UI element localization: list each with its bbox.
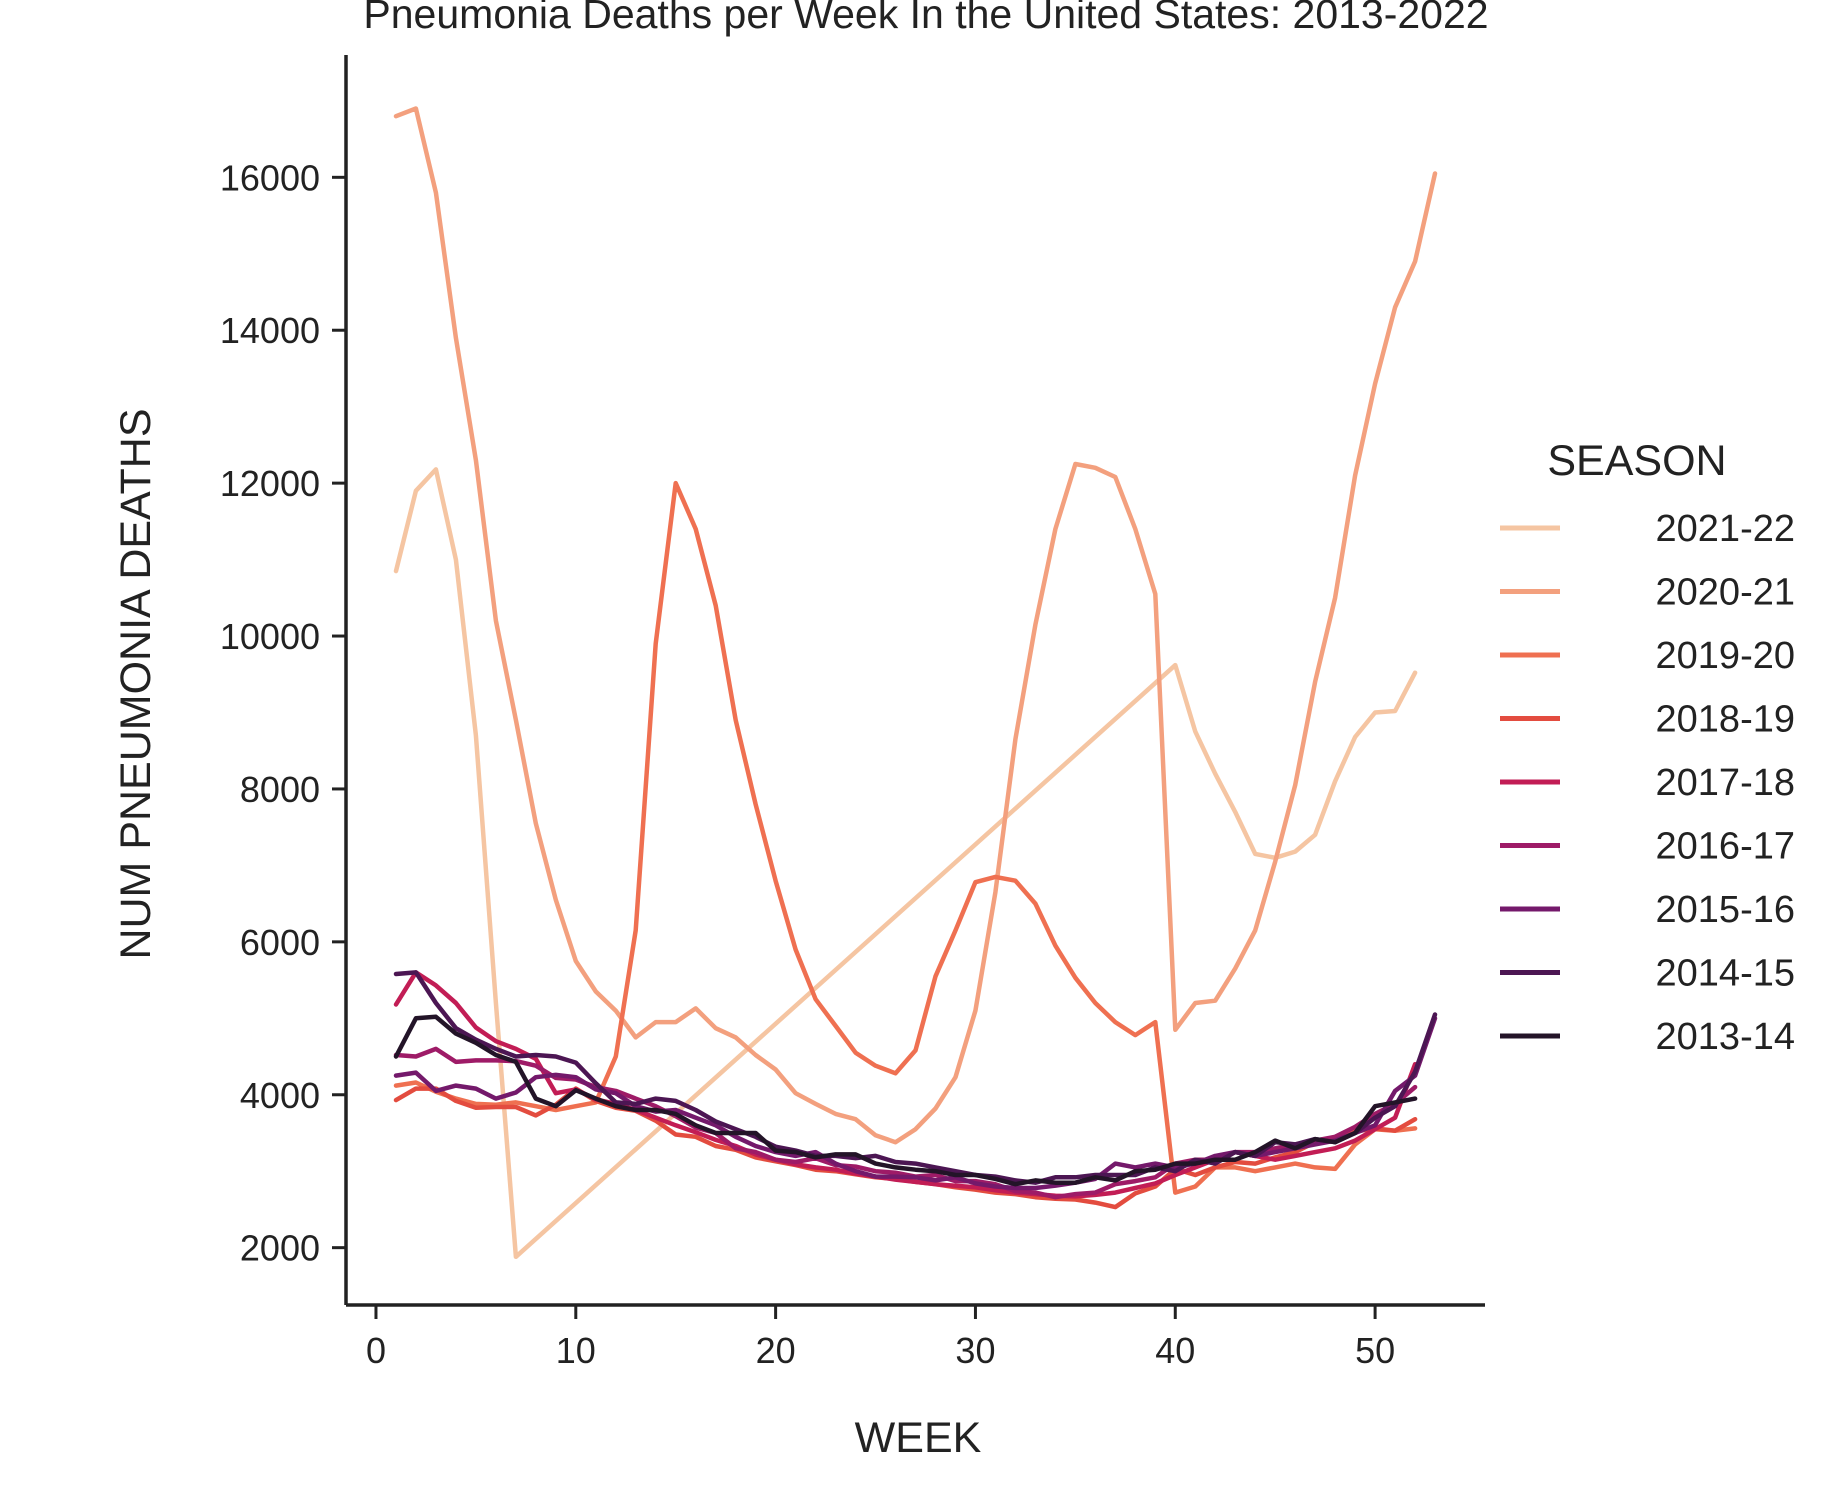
x-tick-label: 50 — [1355, 1330, 1395, 1371]
legend-label: 2019-20 — [1656, 635, 1795, 677]
x-tick-label: 20 — [756, 1330, 796, 1371]
legend-items: 2021-22 2020-21 2019-20 2018-19 2017-18 2016-… — [1500, 508, 1795, 1058]
legend-label: 2020-21 — [1656, 572, 1795, 614]
y-ticks: 2000 4000 6000 8000 10000 12000 14000 16000 — [220, 157, 346, 1269]
legend-label: 2017-18 — [1656, 762, 1795, 804]
legend-label: 2016-17 — [1656, 826, 1795, 868]
y-tick-label: 2000 — [240, 1228, 320, 1269]
x-axis-label: WEEK — [855, 1414, 982, 1462]
series-line-2021-22 — [393, 467, 1418, 1260]
y-tick-label: 6000 — [240, 922, 320, 963]
legend-title: SEASON — [1547, 437, 1726, 485]
legend-label: 2014-15 — [1656, 953, 1795, 995]
series-line-2013-14 — [393, 1014, 1418, 1187]
chart-title: Pneumonia Deaths per Week In the United … — [363, 0, 1488, 37]
legend-label: 2018-19 — [1656, 699, 1795, 741]
y-tick-label: 10000 — [220, 616, 320, 657]
y-tick-label: 16000 — [220, 157, 320, 198]
legend-label: 2013-14 — [1656, 1016, 1795, 1058]
legend-label: 2015-16 — [1656, 889, 1795, 931]
series-line-2014-15 — [393, 970, 1438, 1185]
series-line-2015-16 — [393, 1016, 1438, 1191]
y-tick-label: 8000 — [240, 769, 320, 810]
x-tick-label: 30 — [955, 1330, 995, 1371]
series-line-2019-20 — [393, 480, 1418, 1195]
legend: SEASON 2021-22 2020-21 2019-20 2018-19 2017-… — [1500, 437, 1795, 1058]
x-tick-label: 40 — [1155, 1330, 1195, 1371]
x-tick-label: 10 — [556, 1330, 596, 1371]
x-tick-label: 0 — [366, 1330, 386, 1371]
series-layer — [393, 106, 1438, 1260]
y-tick-label: 14000 — [220, 310, 320, 351]
series-line-2020-21 — [393, 106, 1438, 1145]
x-ticks: 0 10 20 30 40 50 — [366, 1305, 1395, 1371]
legend-label: 2021-22 — [1656, 508, 1795, 550]
y-tick-label: 12000 — [220, 463, 320, 504]
y-axis-label: NUM PNEUMONIA DEATHS — [112, 408, 160, 959]
y-tick-label: 4000 — [240, 1075, 320, 1116]
